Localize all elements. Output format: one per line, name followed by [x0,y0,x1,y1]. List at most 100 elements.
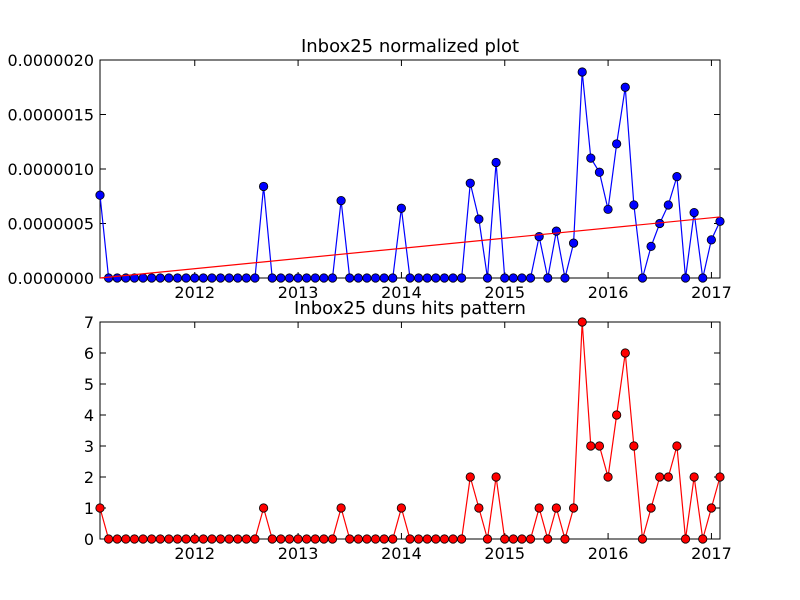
y-tick-label: 2 [84,468,94,487]
data-point [284,273,295,283]
data-point [276,534,286,544]
data-point [198,273,208,283]
y-tick-label: 1 [84,499,94,518]
x-tick-label: 2013 [278,544,319,563]
data-point [172,534,183,544]
x-tick-label: 2015 [484,283,525,302]
data-point [267,534,277,544]
data-point [551,226,561,236]
y-tick-label: 5 [84,375,94,394]
x-tick-label: 2016 [588,283,629,302]
data-point [508,273,518,283]
data-point [224,534,234,544]
data-point [560,273,570,283]
data-point [396,503,406,513]
x-tick-label: 2015 [484,544,525,563]
data-point [172,273,183,283]
y-tick-label: 3 [84,437,94,456]
data-point [500,534,510,544]
y-tick-label: 0.0000000 [7,269,94,288]
data-point [370,534,381,544]
data-point [388,273,398,283]
data-point [327,273,338,283]
data-point [413,534,424,544]
data-point [517,534,527,544]
data-point [190,534,200,544]
data-point [198,534,208,544]
data-point [138,534,148,544]
data-point [215,534,226,544]
data-point [457,273,467,283]
data-point [586,441,596,451]
data-point [646,241,656,251]
data-marks [95,67,725,283]
data-point [706,503,716,513]
data-point [637,273,648,283]
data-point [224,273,234,283]
data-point [439,534,450,544]
data-point [465,472,475,482]
data-point [698,534,708,544]
data-point [543,273,553,283]
data-point [500,273,510,283]
data-point [629,200,639,210]
y-tick-label: 7 [84,313,94,332]
data-point [104,534,114,544]
data-point [155,534,165,544]
y-tick-label: 6 [84,344,94,363]
data-point [310,273,320,283]
data-point [663,472,673,482]
data-point [327,534,338,544]
data-point [276,273,286,283]
data-point [706,235,716,245]
data-point [603,204,613,214]
data-point [413,273,424,283]
x-tick-label: 2014 [381,544,422,563]
data-point [95,503,105,513]
data-point [310,534,320,544]
data-point [612,410,622,420]
data-point [663,200,673,210]
data-point [431,273,441,283]
data-point [112,534,122,544]
data-point [233,534,243,544]
data-point [680,534,691,544]
data-point [594,441,605,451]
data-point [508,534,518,544]
data-point [431,534,441,544]
x-tick-label: 2013 [278,283,319,302]
data-point [302,273,312,283]
data-point [655,472,665,482]
data-point [207,534,217,544]
x-tick-label: 2014 [381,283,422,302]
data-point [164,534,174,544]
data-point [457,534,467,544]
data-point [646,503,656,513]
chart-title: Inbox25 duns hits pattern [294,298,526,319]
data-point [121,534,131,544]
data-point [388,534,398,544]
data-point [680,273,691,283]
data-point [241,534,251,544]
data-point [207,273,217,283]
data-point [465,178,475,188]
x-tick-label: 2017 [691,544,732,563]
data-point [474,214,484,224]
data-point [155,273,165,283]
data-point [422,273,432,283]
x-tick-label: 2016 [588,544,629,563]
data-point [147,534,157,544]
data-point [379,534,389,544]
data-point [672,441,682,451]
plot-area [99,59,721,279]
data-point [586,153,596,163]
data-point [422,534,432,544]
data-point [405,273,415,283]
data-point [181,534,191,544]
trend-line [99,216,721,279]
data-point [129,534,140,544]
data-point [95,190,105,200]
data-point [620,348,630,358]
data-point [534,503,544,513]
data-point [551,503,561,513]
